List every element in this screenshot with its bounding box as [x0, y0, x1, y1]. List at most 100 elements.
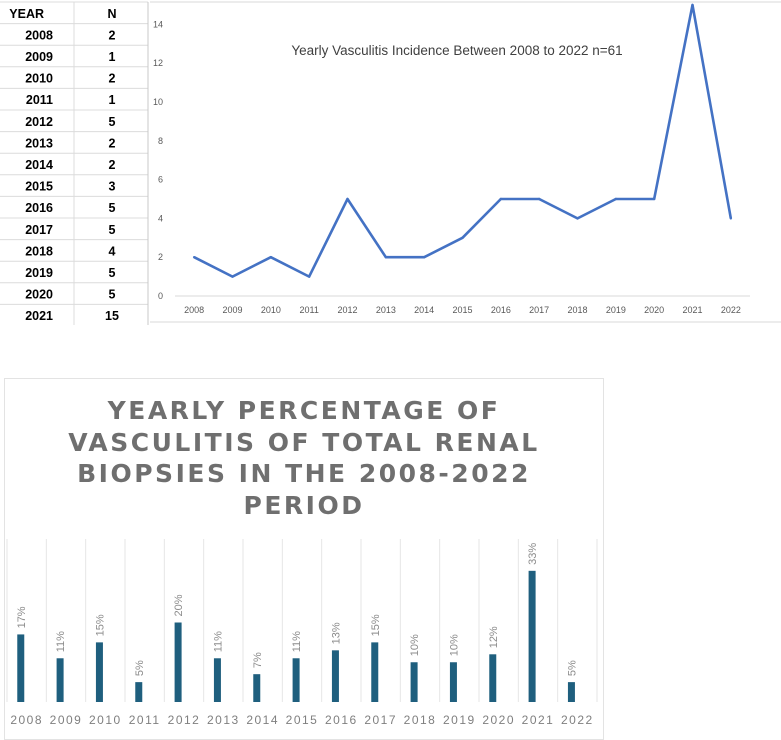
bar [56, 658, 64, 702]
table-header-year: YEAR [9, 7, 44, 21]
data-point [231, 275, 234, 278]
x-tick-label: 2022 [721, 305, 741, 315]
top-section: YEAR N 2008 2 2009 1 2010 2 2011 1 2012 5 2013 2 2014 2… [0, 0, 781, 325]
table-cell-n: 1 [109, 50, 116, 64]
x-tick-label: 2017 [529, 305, 549, 315]
y-tick-label: 12 [153, 58, 163, 68]
x-tick-label: 2012 [337, 305, 357, 315]
bar-chart-title-line-2: VASCULITIS OF TOTAL RENAL [68, 427, 540, 457]
table-cell-n: 1 [109, 93, 116, 107]
table-cell-n: 15 [105, 309, 119, 323]
table-cell-n: 4 [109, 244, 116, 258]
bar-data-label: 15% [370, 614, 382, 636]
bar [371, 642, 379, 702]
bar-x-tick-label: 2011 [129, 713, 161, 727]
bar [528, 570, 536, 702]
bar-data-label: 7% [252, 652, 264, 668]
bar [331, 650, 339, 702]
bar-data-label: 11% [212, 631, 224, 652]
line-chart-title: Yearly Vasculitis Incidence Between 2008… [291, 43, 622, 58]
table-cell-year: 2020 [25, 288, 53, 302]
x-tick-label: 2009 [222, 305, 242, 315]
data-point [729, 217, 733, 220]
table-cell-year: 2016 [25, 201, 53, 215]
bar-x-tick-label: 2022 [561, 713, 594, 727]
table-cell-n: 5 [109, 223, 116, 237]
y-tick-label: 14 [153, 19, 163, 29]
bar-chart: 17% 2008 11% 2009 15% 2010 5% 2011 20% 2012 11% 201… [6, 539, 598, 727]
table-cell-year: 2008 [25, 28, 53, 42]
y-tick-label: 10 [153, 97, 163, 107]
data-point [269, 256, 273, 259]
bar [567, 682, 575, 702]
bar-x-tick-label: 2014 [246, 713, 279, 727]
table-cell-n: 5 [109, 288, 116, 302]
bar-data-label: 17% [16, 606, 28, 628]
table-cell-year: 2011 [26, 93, 53, 107]
data-point [576, 217, 579, 220]
bar [253, 674, 261, 702]
bar [135, 682, 143, 702]
bar-data-label: 11% [55, 631, 67, 652]
line-chart: 0 2 4 6 8 10 12 14 2008 2009 2010 2011 2012 2013 2014 2… [150, 1, 781, 323]
data-point [422, 256, 426, 259]
x-tick-label: 2018 [567, 305, 587, 315]
bar [174, 622, 182, 702]
table-cell-n: 2 [109, 28, 116, 42]
bar-data-label: 12% [488, 626, 500, 648]
data-point [307, 275, 311, 278]
bar [213, 658, 221, 702]
bar-chart-panel: YEARLY PERCENTAGE OF VASCULITIS OF TOTAL… [4, 378, 604, 740]
x-tick-label: 2019 [606, 305, 626, 315]
y-tick-label: 4 [158, 213, 163, 223]
bar-data-label: 13% [330, 622, 342, 644]
bar-chart-title-line-1: YEARLY PERCENTAGE OF [107, 396, 501, 425]
x-tick-label: 2015 [452, 305, 472, 315]
bar [449, 662, 457, 702]
bar [17, 634, 25, 702]
table-cell-n: 5 [109, 201, 116, 215]
x-tick-label: 2014 [414, 305, 434, 315]
bar [292, 658, 300, 702]
data-point [346, 197, 349, 201]
y-tick-label: 6 [158, 175, 163, 185]
data-point [499, 197, 503, 201]
x-tick-label: 2016 [491, 305, 511, 315]
table-cell-n: 2 [109, 158, 116, 172]
bar-data-label: 5% [134, 660, 146, 676]
x-tick-label: 2021 [682, 305, 702, 315]
table-cell-year: 2015 [25, 180, 53, 194]
bar [410, 662, 418, 702]
bar-x-tick-label: 2010 [89, 713, 122, 727]
bar-data-label: 10% [409, 634, 421, 656]
bar-x-tick-label: 2012 [168, 713, 201, 727]
bar-chart-title-line-4: PERIOD [243, 490, 365, 520]
y-tick-label: 0 [158, 291, 163, 301]
bar-data-label: 15% [94, 614, 106, 636]
y-tick-label: 8 [158, 136, 163, 146]
table-cell-year: 2018 [25, 244, 53, 258]
bar-x-tick-label: 2015 [286, 713, 319, 727]
bar-chart-title-line-3: BIOPSIES IN THE 2008-2022 [77, 459, 531, 488]
table-cell-year: 2009 [25, 50, 53, 64]
x-tick-label: 2020 [644, 305, 664, 315]
table-cell-year: 2013 [25, 136, 53, 150]
y-tick-label: 2 [158, 252, 163, 262]
table-cell-n: 5 [109, 266, 116, 280]
table-cell-year: 2017 [25, 223, 53, 237]
bar-x-tick-label: 2017 [364, 713, 397, 727]
data-point [691, 3, 694, 7]
bar-chart-title: YEARLY PERCENTAGE OF VASCULITIS OF TOTAL… [5, 395, 603, 521]
bar-data-label: 33% [527, 543, 539, 565]
data-point [461, 236, 464, 239]
data-point [192, 256, 196, 259]
x-tick-label: 2013 [376, 305, 396, 315]
bar-x-tick-label: 2009 [50, 713, 83, 727]
table-cell-n: 3 [109, 180, 116, 194]
bar-x-tick-label: 2016 [325, 713, 358, 727]
bar [489, 654, 497, 702]
bar-data-label: 5% [566, 660, 578, 676]
bar-x-tick-label: 2013 [207, 713, 240, 727]
bar-x-tick-label: 2020 [482, 713, 515, 727]
bar-data-label: 11% [291, 631, 303, 652]
